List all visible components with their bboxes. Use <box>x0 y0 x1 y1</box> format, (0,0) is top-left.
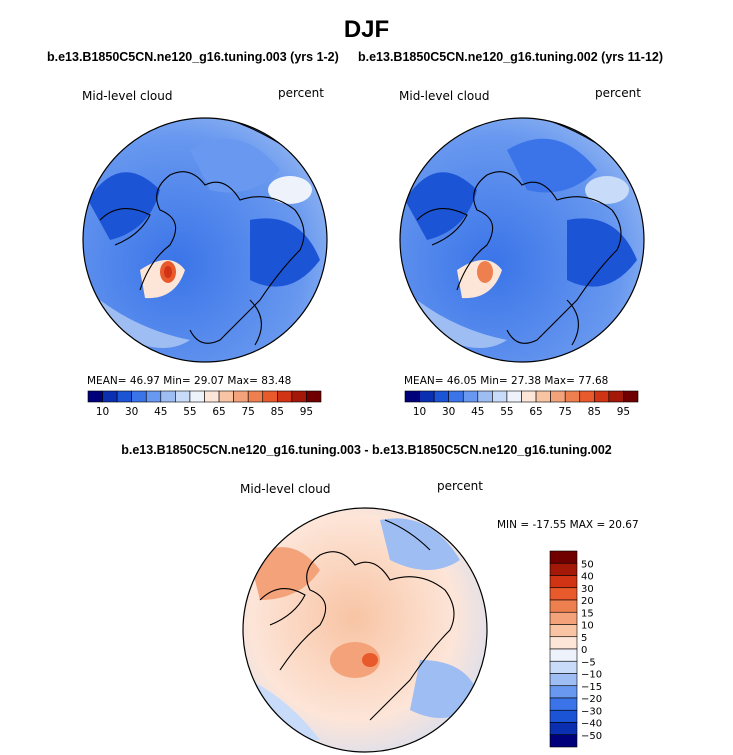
left-panel-label: Mid-level cloud <box>82 89 173 103</box>
left-colorbar: 10 30 45 55 65 75 85 95 <box>87 390 322 418</box>
left-colorbar-swatch <box>189 390 205 403</box>
right-colorbar-swatch <box>594 390 610 403</box>
right-colorbar: 10 30 45 55 65 75 85 95 <box>404 390 639 418</box>
diff-panel-units: percent <box>437 479 483 493</box>
diff-colorbar-label: −20 <box>581 694 602 705</box>
right-colorbar-swatch <box>462 390 479 403</box>
left-colorbar-swatch <box>160 390 176 403</box>
right-panel-label: Mid-level cloud <box>399 89 490 103</box>
diff-colorbar-swatch <box>549 673 578 687</box>
left-colorbar-swatch <box>131 390 147 403</box>
diff-colorbar-swatch <box>549 734 578 748</box>
diff-colorbar-swatch <box>549 599 578 613</box>
left-colorbar-swatch <box>291 390 307 403</box>
left-colorbar-swatch <box>145 390 162 403</box>
right-colorbar-swatch <box>477 390 493 403</box>
right-colorbar-swatch <box>579 390 595 403</box>
diff-colorbar-label: 20 <box>581 596 594 607</box>
right-colorbar-label: 10 <box>413 406 426 418</box>
right-panel-stats: MEAN= 46.05 Min= 27.38 Max= 77.68 <box>404 375 609 387</box>
diff-panel-stats: MIN = -17.55 MAX = 20.67 <box>497 519 639 531</box>
diff-colorbar-swatch <box>549 575 578 589</box>
diff-colorbar-swatch <box>549 550 578 564</box>
left-panel-units: percent <box>278 86 324 100</box>
left-panel-stats: MEAN= 46.97 Min= 29.07 Max= 83.48 <box>87 375 292 387</box>
diff-polar-map <box>242 507 488 753</box>
diff-colorbar-swatch <box>549 562 578 576</box>
diff-colorbar-label: 30 <box>581 584 594 595</box>
right-panel-units: percent <box>595 86 641 100</box>
left-colorbar-label: 10 <box>96 406 109 418</box>
page-title: DJF <box>343 16 390 43</box>
right-colorbar-swatch <box>521 390 537 403</box>
diff-colorbar-label: 5 <box>581 633 587 644</box>
right-colorbar-label: 55 <box>500 406 513 418</box>
left-colorbar-label: 45 <box>154 406 167 418</box>
left-colorbar-label: 30 <box>125 406 138 418</box>
left-colorbar-swatch <box>102 390 118 403</box>
left-colorbar-swatch <box>247 390 264 403</box>
left-colorbar-swatch <box>262 390 278 403</box>
left-polar-map <box>82 117 328 363</box>
diff-panel-label: Mid-level cloud <box>240 482 331 496</box>
diff-colorbar-swatch <box>549 611 578 625</box>
diff-colorbar-swatch <box>549 648 578 662</box>
diff-colorbar-label: −30 <box>581 706 602 717</box>
right-colorbar-swatch <box>623 390 639 403</box>
right-colorbar-swatch <box>433 390 449 403</box>
diff-colorbar-label: 50 <box>581 559 594 570</box>
left-colorbar-label: 55 <box>183 406 196 418</box>
right-colorbar-label: 85 <box>588 406 601 418</box>
right-colorbar-swatch <box>564 390 581 403</box>
diff-colorbar-swatch <box>549 685 578 699</box>
right-colorbar-swatch <box>535 390 551 403</box>
diff-colorbar-label: −10 <box>581 670 602 681</box>
left-colorbar-swatch <box>218 390 234 403</box>
left-colorbar-swatch <box>233 390 249 403</box>
right-colorbar-label: 65 <box>529 406 542 418</box>
diff-colorbar-label: −50 <box>581 731 602 742</box>
diff-colorbar-label: −40 <box>581 719 602 730</box>
diff-colorbar-swatch <box>549 587 578 601</box>
diff-colorbar-swatch <box>549 636 578 650</box>
diff-colorbar-swatch <box>549 624 578 638</box>
diff-colorbar-label: 10 <box>581 621 594 632</box>
right-colorbar-label: 75 <box>559 406 572 418</box>
right-colorbar-label: 45 <box>471 406 484 418</box>
right-colorbar-label: 30 <box>442 406 455 418</box>
right-colorbar-swatch <box>419 390 435 403</box>
left-colorbar-label: 65 <box>212 406 225 418</box>
left-panel-subtitle: b.e13.B1850C5CN.ne120_g16.tuning.003 (yr… <box>47 50 339 64</box>
left-colorbar-label: 95 <box>300 406 313 418</box>
right-colorbar-swatch <box>550 390 566 403</box>
left-colorbar-swatch <box>204 390 220 403</box>
left-colorbar-swatch <box>277 390 293 403</box>
right-colorbar-swatch <box>492 390 508 403</box>
left-colorbar-label: 85 <box>271 406 284 418</box>
left-colorbar-swatch <box>175 390 191 403</box>
left-colorbar-swatch <box>306 390 322 403</box>
diff-colorbar-swatch <box>549 709 578 723</box>
diff-colorbar-label: 15 <box>581 608 594 619</box>
left-colorbar-swatch <box>116 390 132 403</box>
diff-colorbar-label: −5 <box>581 657 596 668</box>
diff-panel-subtitle: b.e13.B1850C5CN.ne120_g16.tuning.003 - b… <box>121 443 612 457</box>
left-colorbar-label: 75 <box>242 406 255 418</box>
diff-colorbar-swatch <box>549 722 578 736</box>
right-colorbar-swatch <box>404 390 420 403</box>
right-colorbar-swatch <box>448 390 464 403</box>
right-colorbar-swatch <box>506 390 522 403</box>
left-colorbar-swatch <box>87 390 103 403</box>
diff-colorbar-label: 40 <box>581 572 594 583</box>
diff-colorbar-label: 0 <box>581 645 587 656</box>
diff-colorbar-label: −15 <box>581 682 602 693</box>
right-colorbar-label: 95 <box>617 406 630 418</box>
right-polar-map <box>399 117 645 363</box>
right-panel-subtitle: b.e13.B1850C5CN.ne120_g16.tuning.002 (yr… <box>358 50 664 64</box>
diff-colorbar-swatch <box>549 697 578 711</box>
diff-colorbar-swatch <box>549 660 578 674</box>
right-colorbar-swatch <box>608 390 624 403</box>
